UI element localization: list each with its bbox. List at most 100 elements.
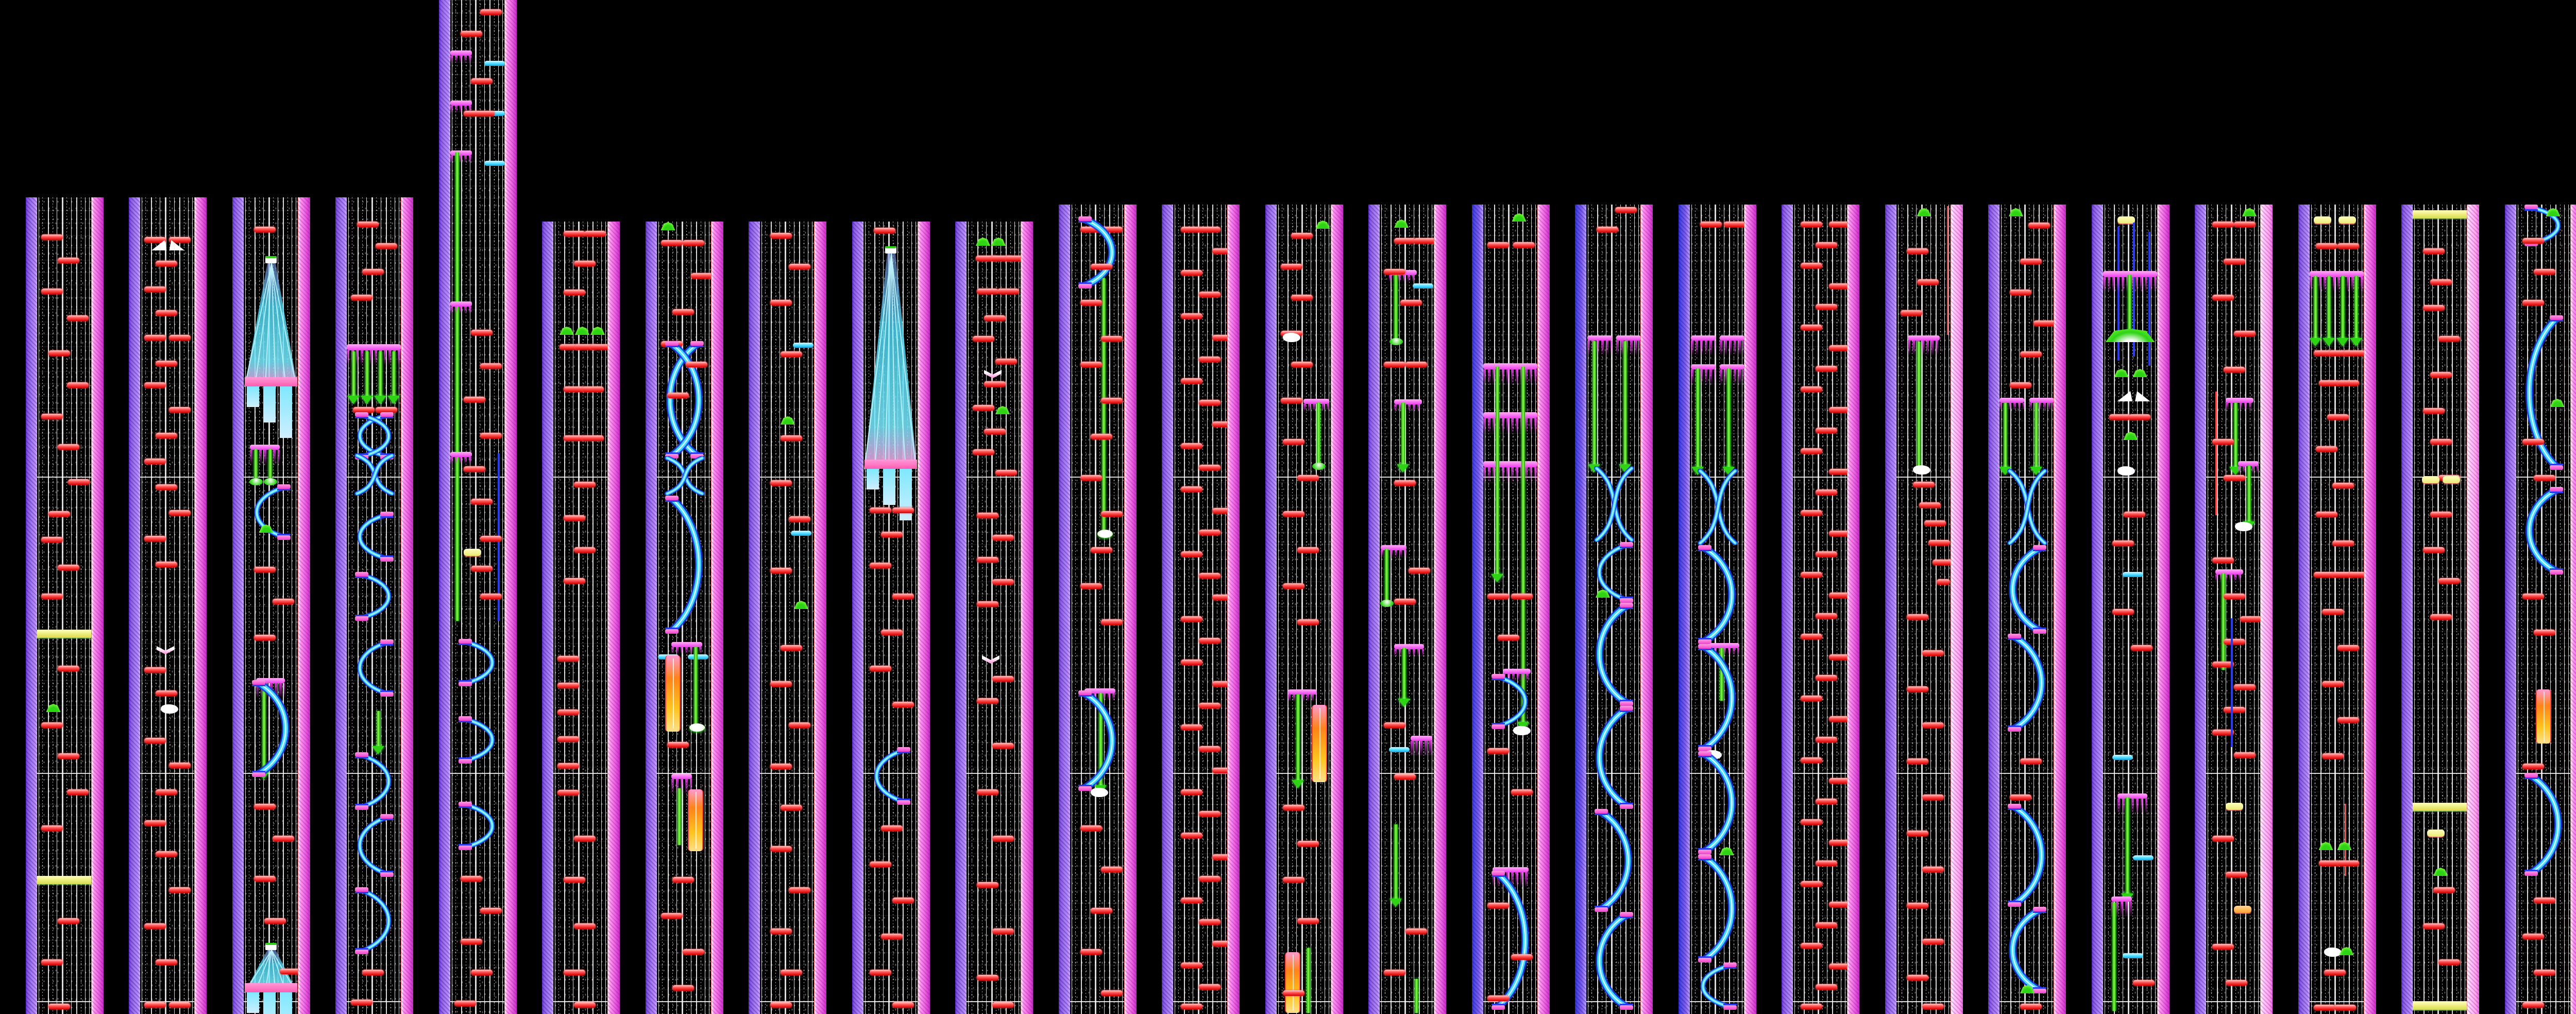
note-bar-red — [1801, 325, 1822, 330]
strip-inner — [1586, 205, 1640, 1014]
note-bar-red — [2010, 795, 2031, 800]
note-bar-red — [1906, 686, 1928, 692]
note-bar-red — [480, 536, 502, 542]
note-bar-red — [2321, 753, 2344, 759]
note-bar-red — [1199, 746, 1221, 752]
note-bar-red — [2423, 408, 2445, 414]
right-border-bar — [401, 197, 413, 1014]
white-hairline — [1999, 773, 2054, 774]
magenta-drip — [1394, 649, 1424, 656]
note-bar-red — [789, 264, 810, 269]
yellow-dash — [2234, 906, 2251, 913]
sustain-line-green — [262, 683, 266, 773]
sustain-arc-cyan — [357, 639, 394, 697]
left-border-bar — [1471, 205, 1483, 1014]
cyan-dash — [1389, 747, 1410, 752]
note-bar-red — [2234, 684, 2256, 690]
note-bar-red — [1906, 975, 1928, 981]
note-bar-red — [454, 1001, 476, 1006]
white-hairline — [1483, 1001, 1537, 1002]
note-bar-red — [144, 459, 166, 464]
note-bar-red — [2332, 572, 2354, 578]
note-bar-red — [869, 563, 891, 568]
strip-inner — [140, 197, 194, 1014]
note-bar-red — [2332, 540, 2354, 546]
note-bar-red — [976, 256, 997, 261]
strip-inner — [1999, 205, 2054, 1014]
note-bar-red — [253, 876, 276, 882]
left-border-bar — [955, 222, 967, 1014]
strip-inner — [1070, 205, 1124, 1014]
magenta-drip — [2029, 403, 2054, 410]
lane-line — [358, 197, 359, 1014]
sustain-line-green — [455, 153, 459, 621]
note-bar-red — [973, 405, 994, 411]
lane-line — [145, 197, 146, 1014]
speckle-noise — [1276, 205, 1331, 1014]
green-line-tip — [347, 396, 360, 404]
note-bar-red — [672, 985, 694, 991]
sustain-line-green — [2327, 276, 2331, 340]
strip-column — [2504, 205, 2576, 1014]
note-bar-red — [1801, 757, 1822, 763]
strip-inner — [760, 222, 814, 1014]
cyan-dash — [484, 161, 504, 166]
note-bar-red — [770, 764, 792, 769]
note-bar-red — [1906, 758, 1928, 764]
note-bar-red — [2438, 578, 2460, 584]
note-bar-red — [1297, 619, 1319, 625]
note-bar-red — [1090, 908, 1112, 914]
sustain-line-green — [1495, 367, 1499, 576]
lane-line — [287, 197, 288, 1014]
lane-line — [1301, 205, 1303, 1014]
note-bar-red — [1829, 469, 1847, 475]
magenta-cap — [1709, 643, 1739, 648]
note-bar-red — [144, 286, 166, 292]
note-bar-red — [1384, 722, 1405, 728]
sustain-arc-cyan — [458, 802, 495, 850]
white-hairline — [1380, 1001, 1434, 1002]
magenta-drip — [2226, 403, 2253, 410]
green-blob — [46, 704, 61, 712]
note-bar-red — [1912, 482, 1935, 487]
magenta-cap — [1394, 644, 1424, 649]
note-bar-red — [1181, 313, 1202, 319]
white-hairline — [2309, 477, 2364, 478]
strip-inner — [2206, 205, 2260, 1014]
lane-line — [268, 197, 270, 1014]
note-bar-red — [995, 359, 1017, 364]
lane-line — [192, 197, 193, 1014]
sustain-line-green — [1415, 979, 1418, 1013]
magenta-drip — [1483, 467, 1537, 483]
lane-line — [1221, 205, 1222, 1014]
strip-column — [542, 222, 620, 1014]
note-bar-red — [1006, 256, 1021, 261]
note-bar-red — [1080, 300, 1102, 306]
note-bar-red — [1100, 619, 1123, 625]
strip-column — [1058, 205, 1137, 1014]
lane-line — [2245, 205, 2246, 1014]
note-bar-red — [564, 435, 585, 441]
magenta-cap — [1690, 364, 1716, 369]
note-bar-red — [480, 363, 502, 369]
crossing-arcs-cyan — [664, 456, 705, 496]
yellow-dash — [2313, 216, 2331, 224]
magenta-drip — [1719, 369, 1744, 385]
note-bar-red — [2337, 243, 2359, 249]
sustain-line-green — [1394, 274, 1398, 340]
sustain-arc-cyan — [665, 496, 703, 634]
note-bar-red — [1801, 386, 1822, 392]
red-vertical-line — [2344, 804, 2346, 876]
note-bar-red — [351, 295, 372, 300]
lane-line — [1315, 205, 1317, 1014]
cyan-dash — [2122, 572, 2143, 577]
sustain-arc-cyan — [2009, 907, 2046, 993]
note-bar-red — [1199, 638, 1221, 644]
lane-line — [1694, 205, 1696, 1014]
green-blob — [995, 406, 1010, 414]
note-bar-red — [463, 397, 485, 402]
note-bar-red — [2337, 645, 2359, 651]
note-bar-red — [1181, 724, 1202, 730]
sustain-line-green — [2035, 403, 2038, 469]
